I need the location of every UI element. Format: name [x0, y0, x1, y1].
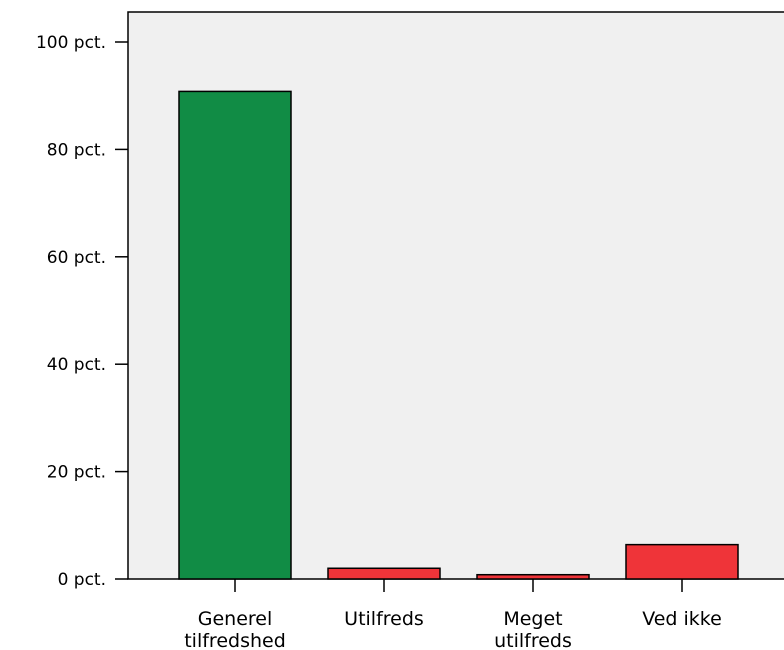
- x-category-label: tilfredshed: [184, 630, 286, 650]
- y-tick-label: 40 pct.: [47, 355, 106, 375]
- x-category-label: Ved ikke: [642, 608, 722, 630]
- y-tick-label: 80 pct.: [47, 140, 106, 160]
- bar: [178, 90, 292, 580]
- y-tick-label: 20 pct.: [47, 463, 106, 483]
- bar: [625, 543, 739, 580]
- y-tick-label: 0 pct.: [58, 570, 106, 590]
- bar: [476, 573, 590, 580]
- x-category-label: Meget: [503, 608, 562, 630]
- x-category-label: Utilfreds: [344, 608, 424, 630]
- y-axis: 0 pct. 20 pct. 40 pct. 60 pct. 80 pct. 100 pc…: [36, 33, 128, 590]
- x-category-label: utilfreds: [494, 630, 572, 650]
- bars: [178, 90, 739, 580]
- y-tick-label: 100 pct.: [36, 33, 106, 53]
- y-tick-label: 60 pct.: [47, 248, 106, 268]
- x-category-label: Generel: [198, 608, 273, 630]
- bar: [327, 567, 441, 580]
